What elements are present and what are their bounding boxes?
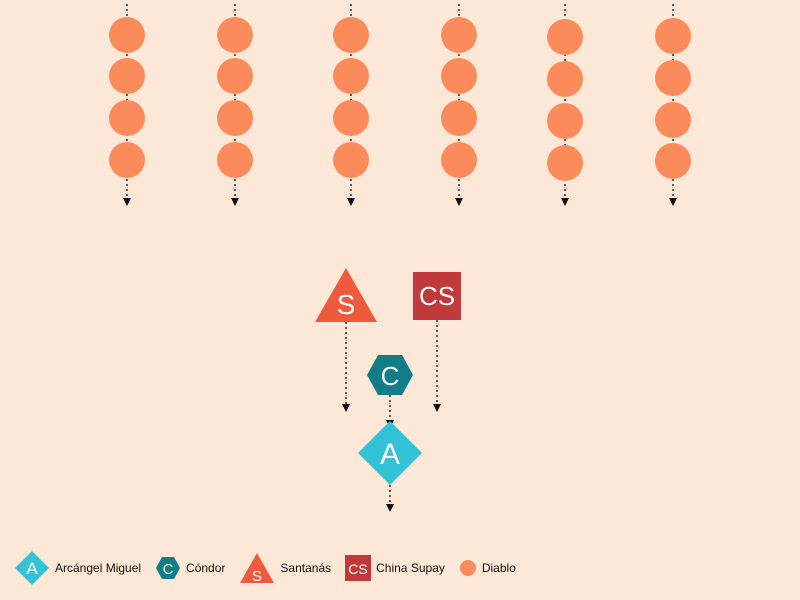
hexagon-icon bbox=[367, 355, 413, 395]
diamond-icon bbox=[358, 421, 422, 485]
legend-item-arcangel: A Arcángel Miguel bbox=[14, 550, 141, 586]
legend-symbol: S bbox=[252, 568, 262, 584]
leader-symbol: A bbox=[380, 438, 400, 471]
leader-condor: C bbox=[367, 355, 413, 428]
leader-symbol: S bbox=[337, 289, 356, 320]
leader-symbol: C bbox=[381, 361, 400, 391]
legend-item-santanas: S Santanás bbox=[239, 552, 331, 584]
diablo-column bbox=[441, 4, 477, 206]
diablo-dancer bbox=[217, 142, 253, 178]
square-icon bbox=[413, 272, 461, 320]
leader-china-supay: CS bbox=[413, 272, 461, 412]
diablo-column bbox=[217, 4, 253, 206]
square-icon: CS bbox=[345, 555, 372, 581]
legend-item-china-supay: CS China Supay bbox=[345, 555, 445, 581]
diablo-dancer bbox=[441, 100, 477, 136]
diablo-dancer bbox=[547, 61, 583, 97]
diablo-dancer bbox=[441, 142, 477, 178]
legend: A Arcángel Miguel C Cóndor S Santanás CS… bbox=[14, 550, 516, 586]
diablo-dancer bbox=[217, 58, 253, 94]
legend-symbol: CS bbox=[348, 561, 367, 577]
diablo-dancer bbox=[333, 58, 369, 94]
legend-label: Santanás bbox=[280, 561, 332, 575]
circle-icon bbox=[459, 560, 476, 576]
diablo-column bbox=[547, 4, 583, 206]
diablo-dancer bbox=[333, 17, 369, 53]
diablo-dancer bbox=[333, 100, 369, 136]
legend-item-diablo: Diablo bbox=[459, 559, 516, 577]
leader-figures: S CS C A bbox=[315, 268, 461, 512]
leader-santanas: S bbox=[315, 268, 377, 412]
diablo-columns bbox=[109, 4, 691, 206]
diablo-dancer bbox=[109, 142, 145, 178]
diablo-dancer bbox=[655, 60, 691, 96]
diablo-dancer bbox=[333, 142, 369, 178]
diablo-dancer bbox=[547, 145, 583, 181]
diamond-icon: A bbox=[15, 551, 49, 585]
legend-symbol: A bbox=[26, 559, 38, 578]
diablo-dancer bbox=[217, 100, 253, 136]
legend-label: Diablo bbox=[481, 561, 516, 575]
diablo-dancer bbox=[655, 18, 691, 54]
diablo-dancer bbox=[547, 103, 583, 139]
leader-arcangel: A bbox=[358, 421, 422, 512]
diablo-column bbox=[333, 4, 369, 206]
triangle-icon: S bbox=[240, 553, 275, 584]
legend-label: Arcángel Miguel bbox=[55, 561, 142, 575]
diablo-dancer bbox=[655, 143, 691, 179]
diablo-column bbox=[655, 4, 691, 206]
diablo-dancer bbox=[109, 100, 145, 136]
triangle-icon bbox=[315, 268, 377, 322]
hexagon-icon: C bbox=[156, 557, 181, 579]
diablo-dancer bbox=[109, 17, 145, 53]
diablo-dancer bbox=[441, 58, 477, 94]
legend-label: China Supay bbox=[376, 561, 445, 575]
formation-canvas: S CS C A bbox=[109, 4, 691, 512]
legend-item-condor: C Cóndor bbox=[155, 555, 225, 581]
diablo-column bbox=[109, 4, 145, 206]
diablo-dancer bbox=[547, 19, 583, 55]
legend-symbol: C bbox=[163, 561, 174, 578]
diablo-dancer bbox=[217, 17, 253, 53]
legend-label: Cóndor bbox=[186, 561, 226, 575]
diablo-dancer bbox=[109, 58, 145, 94]
diablo-dancer bbox=[441, 17, 477, 53]
diablo-dancer bbox=[655, 102, 691, 138]
leader-symbol: CS bbox=[419, 281, 455, 311]
